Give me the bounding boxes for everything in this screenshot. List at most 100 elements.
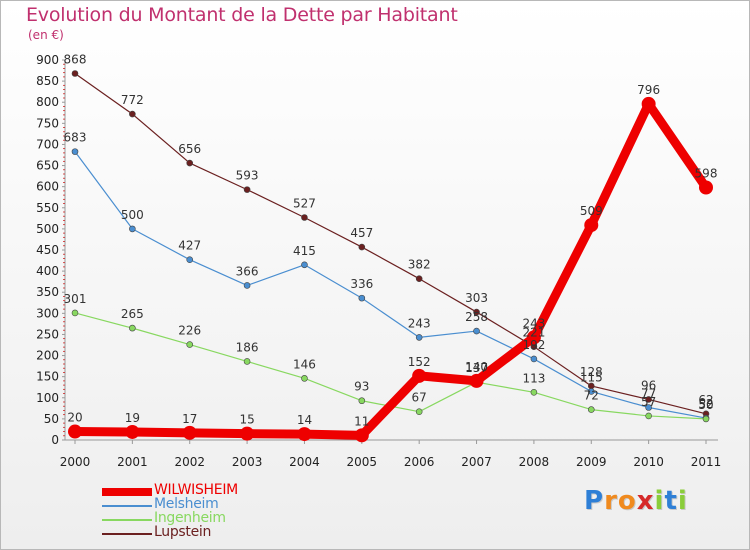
- data-point: [699, 180, 713, 195]
- data-label: 62: [698, 393, 713, 407]
- logo-letter: r: [604, 486, 618, 516]
- data-point: [415, 408, 423, 416]
- data-label: 115: [580, 370, 603, 384]
- chart-subtitle: (en €): [28, 28, 64, 42]
- y-tick-label: 700: [36, 137, 59, 151]
- y-tick-label: 200: [36, 349, 59, 363]
- y-tick-label: 50: [44, 412, 59, 426]
- logo-letter: i: [654, 486, 665, 516]
- data-point: [469, 373, 484, 388]
- data-label: 656: [178, 142, 201, 156]
- series-line-melsheim: [74, 151, 707, 419]
- legend-label: Melsheim: [154, 496, 219, 512]
- data-label: 128: [580, 365, 603, 379]
- data-point: [297, 427, 312, 442]
- data-point: [645, 396, 652, 403]
- data-point: [415, 275, 423, 283]
- data-label: 796: [637, 83, 660, 97]
- data-point: [530, 355, 538, 363]
- x-tick-label: 2007: [461, 455, 492, 469]
- legend-swatch: [102, 505, 152, 507]
- data-label: 265: [121, 307, 144, 321]
- legend-label: Lupstein: [154, 524, 212, 540]
- data-point: [587, 388, 595, 395]
- data-point: [186, 159, 194, 167]
- legend-swatch: [102, 533, 152, 535]
- y-tick-label: 450: [36, 243, 59, 257]
- y-tick-label: 100: [36, 391, 59, 405]
- y-tick-label: 600: [36, 180, 59, 194]
- data-point: [182, 425, 197, 440]
- legend-swatch: [102, 519, 152, 521]
- data-point: [240, 426, 255, 441]
- y-tick-label: 550: [36, 201, 59, 215]
- data-point: [645, 404, 652, 411]
- data-point: [530, 388, 538, 396]
- data-point: [358, 243, 366, 251]
- data-point: [473, 327, 480, 335]
- data-point: [71, 309, 79, 317]
- x-tick-label: 2006: [404, 455, 435, 469]
- data-point: [125, 424, 140, 439]
- data-label: 509: [580, 204, 603, 218]
- data-point: [641, 96, 656, 111]
- logo-letter: x: [636, 486, 655, 516]
- data-point: [415, 334, 423, 341]
- data-point: [354, 428, 369, 443]
- data-point: [645, 412, 652, 420]
- data-label: 868: [64, 53, 87, 67]
- data-label: 457: [350, 226, 373, 240]
- logo-letter: o: [617, 486, 637, 516]
- data-label: 77: [641, 386, 656, 400]
- data-point: [301, 214, 308, 221]
- data-label: 243: [522, 316, 545, 330]
- data-label: 500: [121, 208, 144, 222]
- y-tick-label: 150: [36, 370, 59, 384]
- data-label: 427: [178, 239, 201, 253]
- data-label: 152: [408, 355, 431, 369]
- data-point: [71, 70, 79, 77]
- data-label: 598: [695, 167, 718, 181]
- series-line-wilwisheim: [70, 99, 711, 440]
- data-label: 186: [236, 340, 259, 354]
- data-label: 683: [64, 131, 87, 145]
- data-point: [526, 330, 541, 345]
- data-label: 221: [522, 326, 545, 340]
- data-point: [358, 397, 366, 405]
- x-tick-label: 2005: [347, 455, 378, 469]
- data-point: [301, 375, 308, 382]
- data-label: 258: [465, 310, 488, 324]
- y-tick-label: 850: [36, 74, 59, 88]
- data-point: [702, 415, 710, 423]
- data-label: 336: [350, 277, 373, 291]
- legend-label: Ingenheim: [154, 510, 226, 526]
- logo-letter: i: [677, 486, 688, 516]
- y-tick-label: 650: [36, 159, 59, 173]
- data-label: 140: [465, 360, 488, 374]
- data-label: 67: [412, 391, 427, 405]
- data-point: [129, 324, 136, 332]
- logo-letter: t: [664, 486, 678, 516]
- data-point: [71, 148, 79, 155]
- data-label: 17: [182, 412, 197, 426]
- data-label: 57: [641, 395, 656, 409]
- data-point: [186, 341, 194, 348]
- data-point: [584, 218, 599, 233]
- x-tick-label: 2009: [576, 455, 607, 469]
- y-tick-label: 300: [36, 306, 59, 320]
- data-point: [186, 256, 194, 264]
- data-point: [243, 282, 251, 289]
- data-point: [243, 358, 251, 365]
- logo-letter: P: [584, 486, 605, 516]
- data-label: 113: [522, 371, 545, 385]
- data-label: 96: [641, 378, 656, 392]
- data-label: 52: [698, 397, 713, 411]
- data-label: 11: [354, 414, 369, 428]
- data-point: [358, 294, 366, 302]
- data-point: [473, 308, 480, 316]
- y-tick-label: 400: [36, 264, 59, 278]
- data-label: 301: [64, 292, 87, 306]
- data-label: 192: [522, 338, 545, 352]
- data-point: [301, 261, 308, 269]
